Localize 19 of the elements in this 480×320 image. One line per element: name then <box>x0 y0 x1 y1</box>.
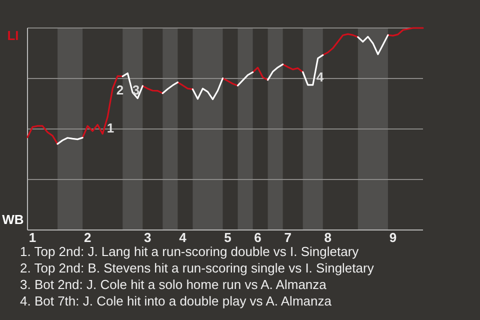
text: WB <box>2 212 24 227</box>
text: 1. Top 2nd: J. Lang hit a run-scoring double vs I. Singletary <box>20 244 360 259</box>
text: LI <box>7 28 19 43</box>
x-tick-label: 1 <box>28 230 36 246</box>
x-tick-label: 8 <box>324 230 332 246</box>
annotation: 4 <box>316 70 324 85</box>
text: 4. Bot 7th: J. Cole hit into a double play vs A. Almanza <box>20 294 332 308</box>
text: 3. Bot 2nd: J. Cole hit a solo home run vs A. Almanza <box>20 277 328 292</box>
x-tick-label: 5 <box>224 230 232 246</box>
x-tick-label: 6 <box>254 230 262 246</box>
x-tick-label: 9 <box>389 230 397 246</box>
annotation: 3 <box>132 82 140 98</box>
x-tick-label: 3 <box>144 230 152 246</box>
x-tick-label: 7 <box>284 230 292 246</box>
annotation: 2 <box>116 82 124 98</box>
x-tick-label: 4 <box>179 230 188 246</box>
annotation: 1 <box>106 120 114 136</box>
x-tick-label: 2 <box>84 230 92 246</box>
text: 2. Top 2nd: B. Stevens hit a run-scoring single vs I. Singletary <box>20 260 374 276</box>
